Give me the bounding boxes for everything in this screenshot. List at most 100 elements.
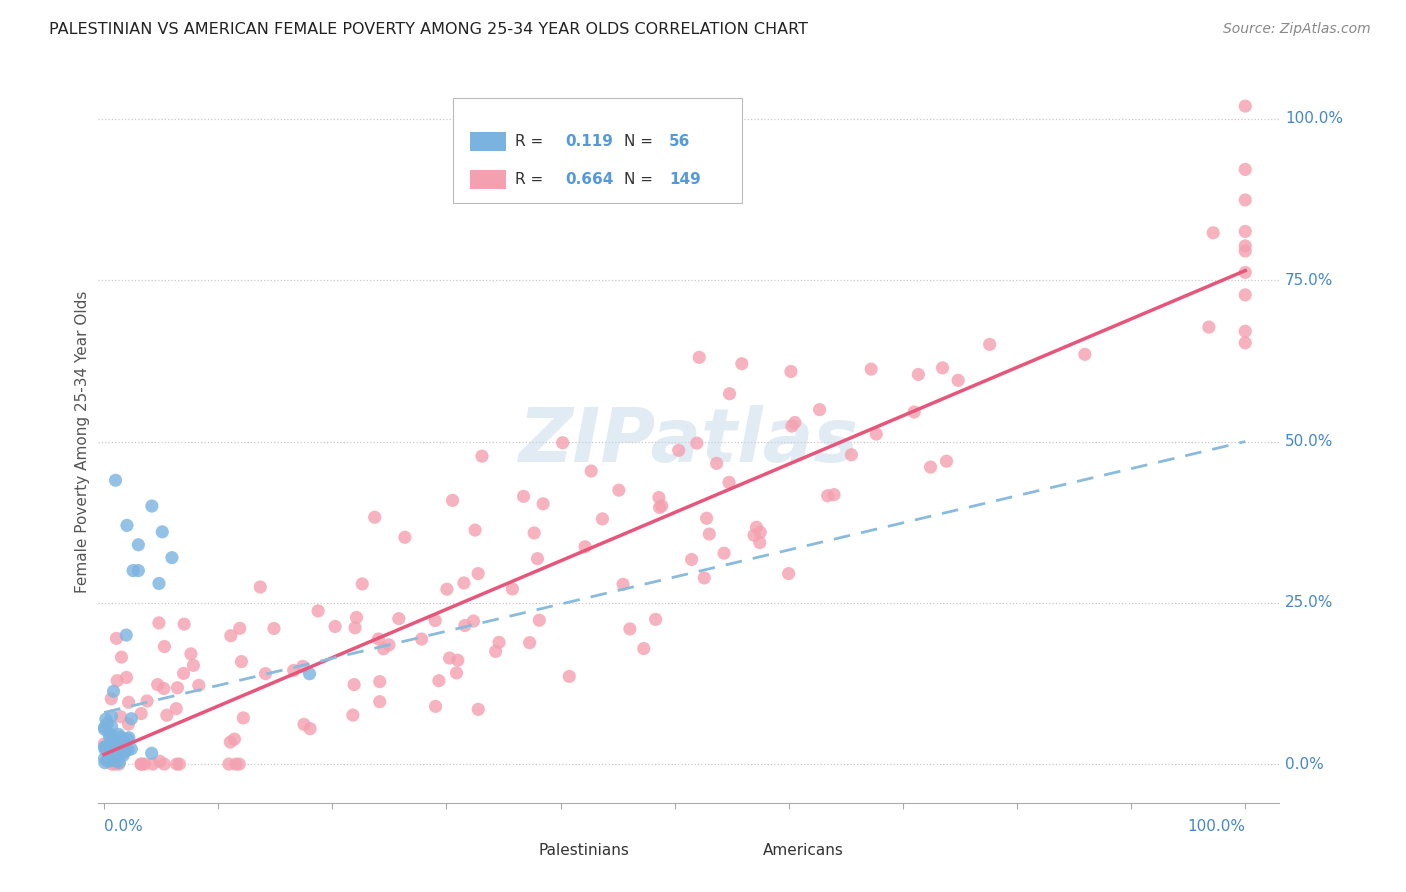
Point [648,491,671,505]
Point [501,582,523,596]
Text: 0.664: 0.664 [565,172,613,186]
Point [446,665,468,680]
Text: 75.0%: 75.0% [1285,273,1333,288]
Text: Source: ZipAtlas.com: Source: ZipAtlas.com [1223,22,1371,37]
Point [1234,99,1257,113]
Point [107,727,129,741]
Point [467,566,489,581]
Point [485,644,508,658]
Point [453,576,475,591]
Text: 100.0%: 100.0% [1285,112,1343,127]
Point [378,638,401,652]
Point [108,742,131,756]
Point [780,419,803,434]
Point [323,619,346,633]
Text: 0.0%: 0.0% [104,819,143,834]
Point [860,362,883,376]
Point [298,666,321,681]
Text: PALESTINIAN VS AMERICAN FEMALE POVERTY AMONG 25-34 YEAR OLDS CORRELATION CHART: PALESTINIAN VS AMERICAN FEMALE POVERTY A… [49,22,808,37]
Point [136,694,159,708]
Point [148,576,170,591]
Y-axis label: Female Poverty Among 25-34 Year Olds: Female Poverty Among 25-34 Year Olds [75,291,90,592]
Point [104,749,127,764]
Point [454,618,477,632]
Point [651,499,673,513]
Point [558,669,581,683]
Point [644,612,666,626]
Point [150,524,173,539]
Point [100,747,122,761]
FancyBboxPatch shape [471,132,506,152]
Point [1234,288,1257,302]
Point [394,530,416,544]
Text: 149: 149 [669,172,700,186]
Point [935,454,957,468]
Point [363,510,385,524]
Point [283,664,305,678]
Point [263,622,285,636]
Point [946,373,969,387]
Point [169,757,191,772]
Point [183,658,205,673]
Point [1234,224,1257,238]
Point [488,635,510,649]
Point [104,757,127,772]
Point [93,721,115,735]
Point [551,435,574,450]
Point [299,722,322,736]
Point [101,757,124,772]
Point [346,610,368,624]
Point [107,737,129,751]
Point [96,716,118,731]
Point [93,737,115,751]
Point [219,735,242,749]
FancyBboxPatch shape [501,840,530,861]
Point [344,621,367,635]
Point [94,756,117,770]
Point [817,489,839,503]
Point [1234,265,1257,279]
Point [232,711,254,725]
Point [841,448,863,462]
Point [447,653,470,667]
Point [368,695,391,709]
Point [187,678,209,692]
Text: 50.0%: 50.0% [1285,434,1333,449]
Point [112,748,135,763]
Point [427,673,450,688]
Point [152,681,174,696]
Point [105,673,128,688]
FancyBboxPatch shape [471,169,506,189]
Point [1074,347,1097,361]
Point [745,520,768,534]
Point [110,650,132,665]
Point [463,614,485,628]
Point [231,655,253,669]
Point [612,577,634,591]
Point [166,757,188,772]
Text: Americans: Americans [763,843,844,858]
Point [115,670,138,684]
Point [100,733,122,747]
Point [388,612,411,626]
Point [165,701,187,715]
Text: 100.0%: 100.0% [1187,819,1246,834]
Point [591,512,613,526]
Point [512,489,534,503]
Point [153,757,176,772]
Point [94,742,117,756]
Point [920,460,942,475]
Point [108,730,131,744]
Point [579,464,602,478]
Point [808,402,831,417]
Point [688,351,710,365]
Point [97,754,120,768]
Point [633,641,655,656]
Point [103,743,125,757]
Point [103,749,125,764]
Point [697,527,720,541]
Point [1234,193,1257,207]
Point [464,523,486,537]
Point [778,566,800,581]
Point [173,666,195,681]
